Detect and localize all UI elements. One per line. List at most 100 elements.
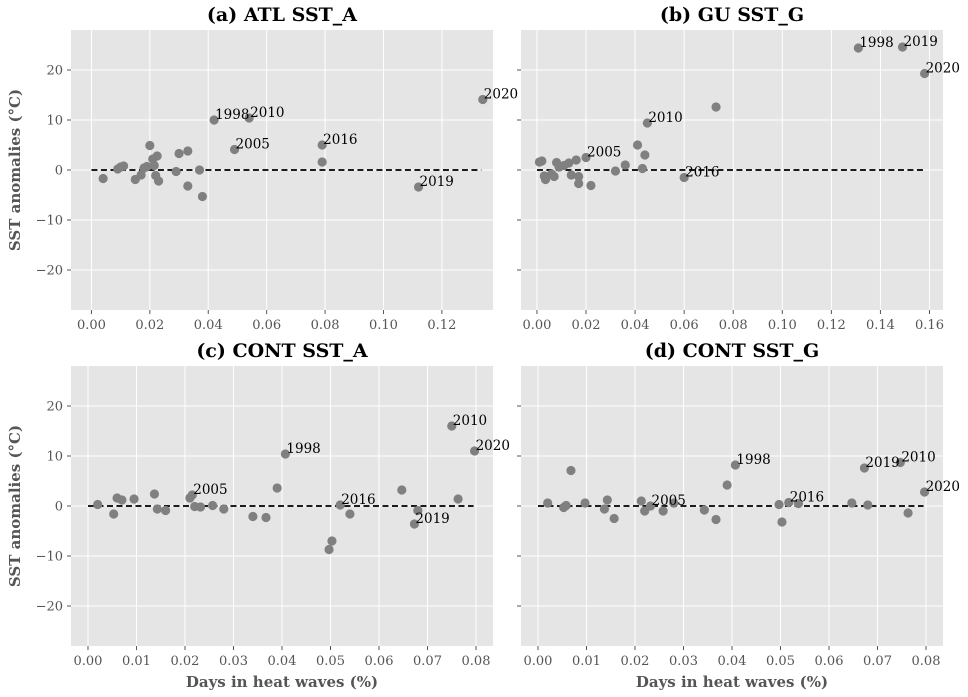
x-tick-label: 0.14 — [866, 318, 895, 333]
data-point — [195, 502, 206, 512]
data-point — [117, 495, 127, 505]
data-point — [453, 494, 463, 504]
x-tick-label: 0.04 — [621, 318, 650, 333]
data-point — [599, 504, 610, 514]
year-annotation: 2019 — [420, 174, 454, 190]
y-tick-label: −20 — [36, 600, 63, 615]
data-point — [208, 500, 218, 511]
year-annotation: 2020 — [484, 87, 518, 103]
year-annotation: 2019 — [904, 34, 938, 50]
panel-title: (a) ATL SST_A — [207, 4, 357, 26]
x-tick-label: 0.00 — [522, 318, 551, 333]
data-point — [658, 506, 668, 516]
x-tick-label: 0.02 — [621, 654, 650, 669]
x-tick-label: 0.08 — [462, 654, 491, 669]
data-point — [640, 150, 650, 160]
y-tick-label: 10 — [46, 450, 63, 465]
data-point — [197, 191, 208, 202]
year-annotation: 2010 — [648, 110, 682, 126]
data-point — [574, 178, 584, 189]
data-point — [335, 500, 345, 510]
y-tick-label: 0 — [55, 500, 63, 515]
x-tick-label: 0.01 — [122, 654, 151, 669]
data-point — [413, 182, 424, 192]
x-tick-label: 0.00 — [74, 654, 103, 669]
year-annotation: 2016 — [790, 490, 824, 506]
data-point — [409, 519, 420, 529]
x-tick-label: 0.04 — [194, 318, 223, 333]
data-point — [711, 102, 721, 112]
data-point — [98, 173, 108, 184]
data-point — [581, 152, 591, 163]
data-point — [566, 465, 576, 476]
data-point — [327, 536, 337, 546]
y-axis-label: SST anomalies (°C) — [6, 425, 24, 587]
data-point — [413, 505, 423, 516]
y-tick-label: 20 — [46, 400, 63, 415]
x-tick-label: 0.06 — [365, 654, 394, 669]
x-tick-label: 0.06 — [670, 318, 699, 333]
data-point — [149, 160, 159, 171]
data-point — [774, 499, 784, 510]
data-point — [610, 166, 621, 176]
data-point — [645, 501, 656, 511]
data-point — [183, 181, 193, 191]
x-axis-label: Days in heat waves (%) — [186, 673, 378, 691]
data-point — [447, 421, 457, 431]
data-point — [777, 517, 787, 527]
data-point — [549, 171, 559, 182]
year-annotation: 2005 — [193, 482, 227, 498]
data-point — [543, 498, 553, 508]
data-point — [219, 504, 229, 514]
x-tick-label: 0.03 — [219, 654, 248, 669]
data-point — [229, 144, 240, 155]
x-tick-label: 0.07 — [863, 654, 892, 669]
data-point — [859, 463, 870, 473]
data-point — [93, 499, 103, 510]
data-point — [171, 166, 181, 177]
year-annotation: 2020 — [926, 479, 960, 495]
data-point — [209, 115, 219, 125]
data-point — [142, 161, 152, 172]
x-tick-label: 0.02 — [135, 318, 164, 333]
data-point — [244, 113, 254, 123]
x-tick-label: 0.04 — [718, 654, 747, 669]
data-point — [632, 140, 643, 150]
data-point — [679, 172, 689, 183]
y-tick-label: 10 — [46, 114, 63, 129]
year-annotation: 2016 — [323, 132, 357, 148]
y-tick-label: 20 — [46, 64, 63, 79]
y-tick-label: −10 — [36, 214, 63, 229]
data-point — [586, 180, 596, 191]
year-annotation: 1998 — [859, 35, 893, 51]
data-point — [919, 68, 930, 79]
data-point — [272, 483, 282, 493]
year-annotation: 2020 — [476, 438, 510, 454]
x-tick-label: 0.06 — [252, 318, 281, 333]
data-point — [711, 514, 721, 525]
data-point — [853, 43, 863, 53]
year-annotation: 2005 — [652, 493, 686, 509]
data-point — [722, 480, 732, 490]
year-annotation: 1998 — [286, 441, 320, 457]
data-point — [784, 497, 794, 508]
data-point — [636, 496, 646, 506]
year-annotation: 2010 — [901, 450, 935, 466]
data-point — [324, 544, 334, 555]
year-annotation: 2005 — [236, 137, 270, 153]
data-point — [149, 489, 160, 499]
data-point — [609, 513, 619, 524]
data-point — [187, 490, 197, 500]
panel-a: 0.00 0.02 0.04 0.06 0.08 0.10 0.12−20−10010201… — [6, 4, 518, 333]
data-point — [118, 161, 129, 171]
data-point — [478, 94, 488, 105]
panel-title: (d) CONT SST_G — [645, 340, 820, 362]
x-tick-label: 0.05 — [316, 654, 345, 669]
x-tick-label: 0.03 — [669, 654, 698, 669]
y-axis-label: SST anomalies (°C) — [6, 89, 24, 251]
data-point — [793, 498, 804, 509]
x-tick-label: 0.05 — [766, 654, 795, 669]
y-tick-label: −10 — [36, 550, 63, 565]
x-tick-label: 0.12 — [817, 318, 846, 333]
